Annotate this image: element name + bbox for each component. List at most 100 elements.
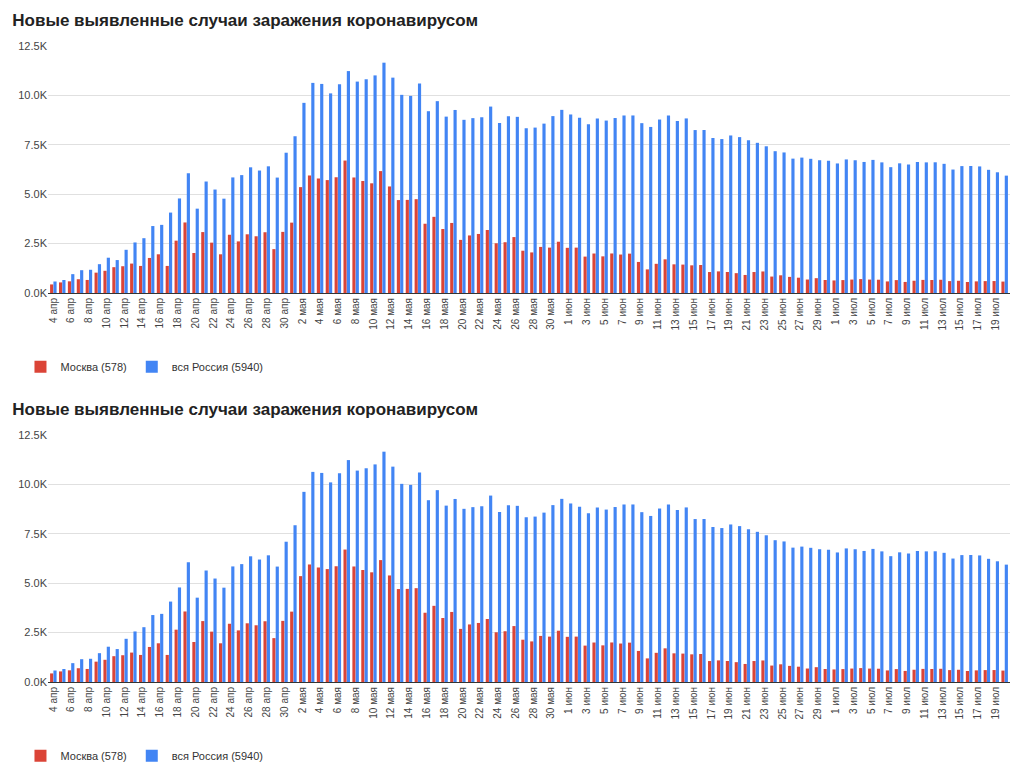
svg-text:23 июн: 23 июн — [759, 298, 770, 331]
svg-text:13 июн: 13 июн — [670, 298, 681, 331]
svg-text:12.5K: 12.5K — [18, 40, 47, 52]
svg-text:15 июн: 15 июн — [688, 687, 699, 720]
svg-text:12.5K: 12.5K — [18, 429, 47, 441]
svg-text:14 мая: 14 мая — [403, 298, 414, 330]
svg-text:1 июл: 1 июл — [830, 298, 841, 325]
svg-text:11 июл: 11 июл — [919, 298, 930, 330]
svg-text:24 мая: 24 мая — [492, 298, 503, 330]
svg-text:9 июл: 9 июл — [901, 298, 912, 325]
svg-text:21 июн: 21 июн — [741, 298, 752, 331]
svg-text:30 апр: 30 апр — [279, 298, 290, 329]
svg-text:12 апр: 12 апр — [119, 687, 130, 718]
svg-text:20 мая: 20 мая — [457, 298, 468, 330]
svg-text:8 мая: 8 мая — [350, 687, 361, 713]
svg-text:29 июн: 29 июн — [812, 298, 823, 331]
svg-text:9 июн: 9 июн — [634, 298, 645, 325]
svg-text:7 июн: 7 июн — [617, 687, 628, 714]
svg-text:28 мая: 28 мая — [528, 687, 539, 719]
svg-text:вся Россия (5940): вся Россия (5940) — [172, 361, 263, 373]
svg-text:28 мая: 28 мая — [528, 298, 539, 330]
svg-text:16 мая: 16 мая — [421, 687, 432, 719]
svg-text:24 апр: 24 апр — [225, 687, 236, 718]
svg-text:27 июн: 27 июн — [794, 687, 805, 720]
svg-text:Москва (578): Москва (578) — [60, 750, 126, 762]
svg-text:14 мая: 14 мая — [403, 687, 414, 719]
svg-text:7.5K: 7.5K — [24, 528, 47, 540]
svg-text:15 июн: 15 июн — [688, 298, 699, 331]
svg-text:15 июл: 15 июл — [954, 298, 965, 331]
svg-text:21 июн: 21 июн — [741, 687, 752, 720]
svg-text:26 апр: 26 апр — [243, 298, 254, 329]
svg-text:5 июл: 5 июл — [866, 298, 877, 325]
svg-text:20 апр: 20 апр — [190, 687, 201, 718]
svg-text:30 мая: 30 мая — [545, 298, 556, 330]
svg-text:28 апр: 28 апр — [261, 687, 272, 718]
svg-text:17 июн: 17 июн — [706, 687, 717, 720]
svg-text:15 июл: 15 июл — [954, 687, 965, 720]
svg-text:18 мая: 18 мая — [439, 687, 450, 719]
svg-text:5 июн: 5 июн — [599, 298, 610, 325]
svg-text:23 июн: 23 июн — [759, 687, 770, 720]
svg-text:9 июл: 9 июл — [901, 687, 912, 714]
svg-text:8 апр: 8 апр — [83, 687, 94, 712]
svg-text:6 мая: 6 мая — [332, 298, 343, 324]
svg-text:22 апр: 22 апр — [208, 298, 219, 329]
svg-text:22 мая: 22 мая — [474, 298, 485, 330]
svg-text:16 мая: 16 мая — [421, 298, 432, 330]
svg-text:4 апр: 4 апр — [48, 687, 59, 712]
svg-text:19 июл: 19 июл — [990, 687, 1001, 720]
svg-text:19 июл: 19 июл — [990, 298, 1001, 331]
svg-text:30 апр: 30 апр — [279, 687, 290, 718]
svg-text:5 июн: 5 июн — [599, 687, 610, 714]
svg-text:8 мая: 8 мая — [350, 298, 361, 324]
svg-text:26 мая: 26 мая — [510, 298, 521, 330]
svg-text:6 апр: 6 апр — [65, 687, 76, 712]
svg-text:7 июл: 7 июл — [883, 298, 894, 325]
svg-text:25 июн: 25 июн — [777, 687, 788, 720]
svg-text:6 мая: 6 мая — [332, 687, 343, 713]
svg-text:4 мая: 4 мая — [314, 298, 325, 324]
svg-text:19 июн: 19 июн — [723, 298, 734, 331]
svg-text:10.0K: 10.0K — [18, 89, 47, 101]
svg-text:2 мая: 2 мая — [297, 687, 308, 713]
svg-text:7.5K: 7.5K — [24, 139, 47, 151]
svg-text:1 июн: 1 июн — [563, 687, 574, 714]
svg-text:4 апр: 4 апр — [48, 298, 59, 323]
svg-text:1 июл: 1 июл — [830, 687, 841, 714]
svg-text:2 мая: 2 мая — [297, 298, 308, 324]
svg-text:5.0K: 5.0K — [24, 577, 47, 589]
svg-text:16 апр: 16 апр — [154, 687, 165, 718]
svg-text:10 мая: 10 мая — [368, 298, 379, 330]
svg-text:11 июл: 11 июл — [919, 687, 930, 719]
svg-text:22 мая: 22 мая — [474, 687, 485, 719]
svg-text:10 апр: 10 апр — [101, 687, 112, 718]
svg-text:10.0K: 10.0K — [18, 478, 47, 490]
svg-text:13 июл: 13 июл — [937, 298, 948, 331]
svg-text:Москва (578): Москва (578) — [60, 361, 126, 373]
svg-text:26 апр: 26 апр — [243, 687, 254, 718]
svg-text:Новые выявленные случаи зараже: Новые выявленные случаи заражения корона… — [12, 11, 478, 30]
svg-text:3 июл: 3 июл — [848, 687, 859, 714]
svg-text:2.5K: 2.5K — [24, 237, 47, 249]
svg-text:12 мая: 12 мая — [385, 298, 396, 330]
svg-text:3 июл: 3 июл — [848, 298, 859, 325]
svg-text:24 мая: 24 мая — [492, 687, 503, 719]
svg-text:вся Россия (5940): вся Россия (5940) — [172, 750, 263, 762]
svg-text:29 июн: 29 июн — [812, 687, 823, 720]
svg-text:7 июл: 7 июл — [883, 687, 894, 714]
svg-text:17 июл: 17 июл — [972, 298, 983, 331]
svg-text:2.5K: 2.5K — [24, 626, 47, 638]
svg-text:1 июн: 1 июн — [563, 298, 574, 325]
svg-text:12 мая: 12 мая — [385, 687, 396, 719]
svg-text:18 мая: 18 мая — [439, 298, 450, 330]
svg-text:11 июн: 11 июн — [652, 687, 663, 719]
svg-text:13 июн: 13 июн — [670, 687, 681, 720]
svg-text:16 апр: 16 апр — [154, 298, 165, 329]
svg-text:10 апр: 10 апр — [101, 298, 112, 329]
svg-text:3 июн: 3 июн — [581, 687, 592, 714]
svg-text:24 апр: 24 апр — [225, 298, 236, 329]
svg-text:20 мая: 20 мая — [457, 687, 468, 719]
svg-text:28 апр: 28 апр — [261, 298, 272, 329]
svg-text:Новые выявленные случаи зараже: Новые выявленные случаи заражения корона… — [12, 400, 478, 419]
svg-text:20 апр: 20 апр — [190, 298, 201, 329]
